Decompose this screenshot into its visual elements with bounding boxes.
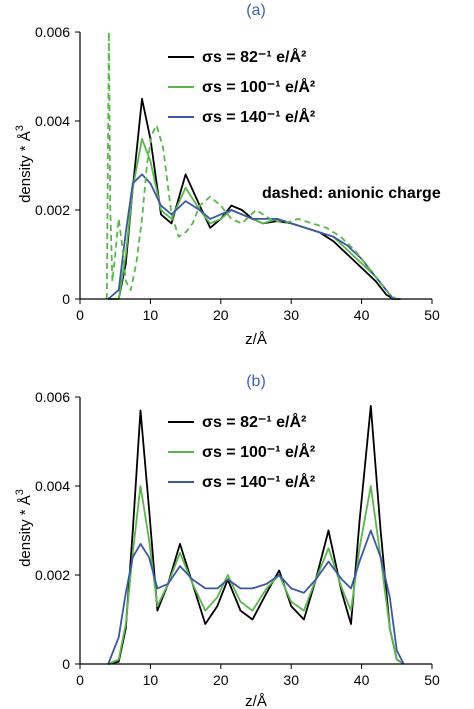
panel-a-ylabel: density * Å3: [14, 125, 34, 203]
panel-b-ylabel-group: density * Å3: [14, 489, 34, 567]
x-tick-label: 20: [213, 307, 229, 323]
legend-label: σs = 100⁻¹ e/Å²: [202, 77, 315, 96]
panel-b-ylabel: density * Å3: [14, 489, 34, 567]
y-tick-label: 0.002: [35, 202, 70, 218]
panel-b: (b) 0 10 20 30 40 50 0 0.002 0.004 0.006 σs = 82⁻…: [14, 373, 440, 709]
panel-b-ylabel-sup: 3: [14, 489, 26, 495]
series-line-1: [108, 404, 405, 665]
panel-a-label: (a): [246, 2, 266, 19]
x-tick-label: 30: [283, 307, 299, 323]
panel-a-series: [105, 31, 401, 300]
y-tick-label: 0: [62, 291, 70, 307]
y-tick-label: 0.006: [35, 24, 70, 40]
x-tick-label: 40: [354, 672, 370, 688]
series-line-dashed-anionic: [105, 31, 398, 300]
panel-a-ylabel-text: density * Å: [17, 131, 34, 203]
y-tick-label: 0.002: [35, 567, 70, 583]
y-tick-label: 0.006: [35, 389, 70, 405]
legend-label: σs = 140⁻¹ e/Å²: [202, 107, 315, 126]
series-line-2: [107, 485, 405, 665]
x-tick-label: 30: [283, 672, 299, 688]
x-tick-label: 0: [76, 672, 84, 688]
x-tick-label: 20: [213, 672, 229, 688]
panel-a-ylabel-sup: 3: [14, 125, 26, 131]
y-tick-label: 0: [62, 656, 70, 672]
panel-b-ylabel-text: density * Å: [17, 495, 34, 567]
panel-a: (a) 0 10 20 30 40 50 0 0.002 0.004 0.006 σs = 82⁻…: [14, 2, 441, 348]
dashed-annotation: dashed: anionic charge: [262, 185, 441, 202]
panel-b-axes: 0 10 20 30 40 50 0 0.002 0.004 0.006: [35, 389, 440, 688]
x-tick-label: 40: [354, 307, 370, 323]
x-tick-label: 50: [424, 307, 440, 323]
series-line-1: [108, 97, 401, 300]
legend-label: σs = 82⁻¹ e/Å²: [202, 47, 306, 66]
panel-a-xlabel: z/Å: [245, 331, 267, 348]
legend-label: σs = 100⁻¹ e/Å²: [202, 442, 315, 461]
panel-b-xlabel: z/Å: [245, 693, 267, 709]
legend-label: σs = 82⁻¹ e/Å²: [202, 412, 306, 431]
panel-a-legend: σs = 82⁻¹ e/Å² σs = 100⁻¹ e/Å² σs = 140⁻¹ …: [168, 47, 315, 126]
y-tick-label: 0.004: [35, 478, 70, 494]
x-tick-label: 0: [76, 307, 84, 323]
x-tick-label: 10: [143, 672, 159, 688]
x-tick-label: 10: [143, 307, 159, 323]
panel-a-ylabel-group: density * Å3: [14, 125, 34, 203]
panel-b-series: [107, 404, 405, 665]
legend-label: σs = 140⁻¹ e/Å²: [202, 472, 315, 491]
x-tick-label: 50: [424, 672, 440, 688]
panel-b-label: (b): [246, 373, 266, 390]
panel-b-legend: σs = 82⁻¹ e/Å² σs = 100⁻¹ e/Å² σs = 140⁻¹ …: [168, 412, 315, 491]
series-line-3: [107, 529, 405, 665]
panel-a-axes: 0 10 20 30 40 50 0 0.002 0.004 0.006: [35, 24, 440, 323]
y-tick-label: 0.004: [35, 113, 70, 129]
